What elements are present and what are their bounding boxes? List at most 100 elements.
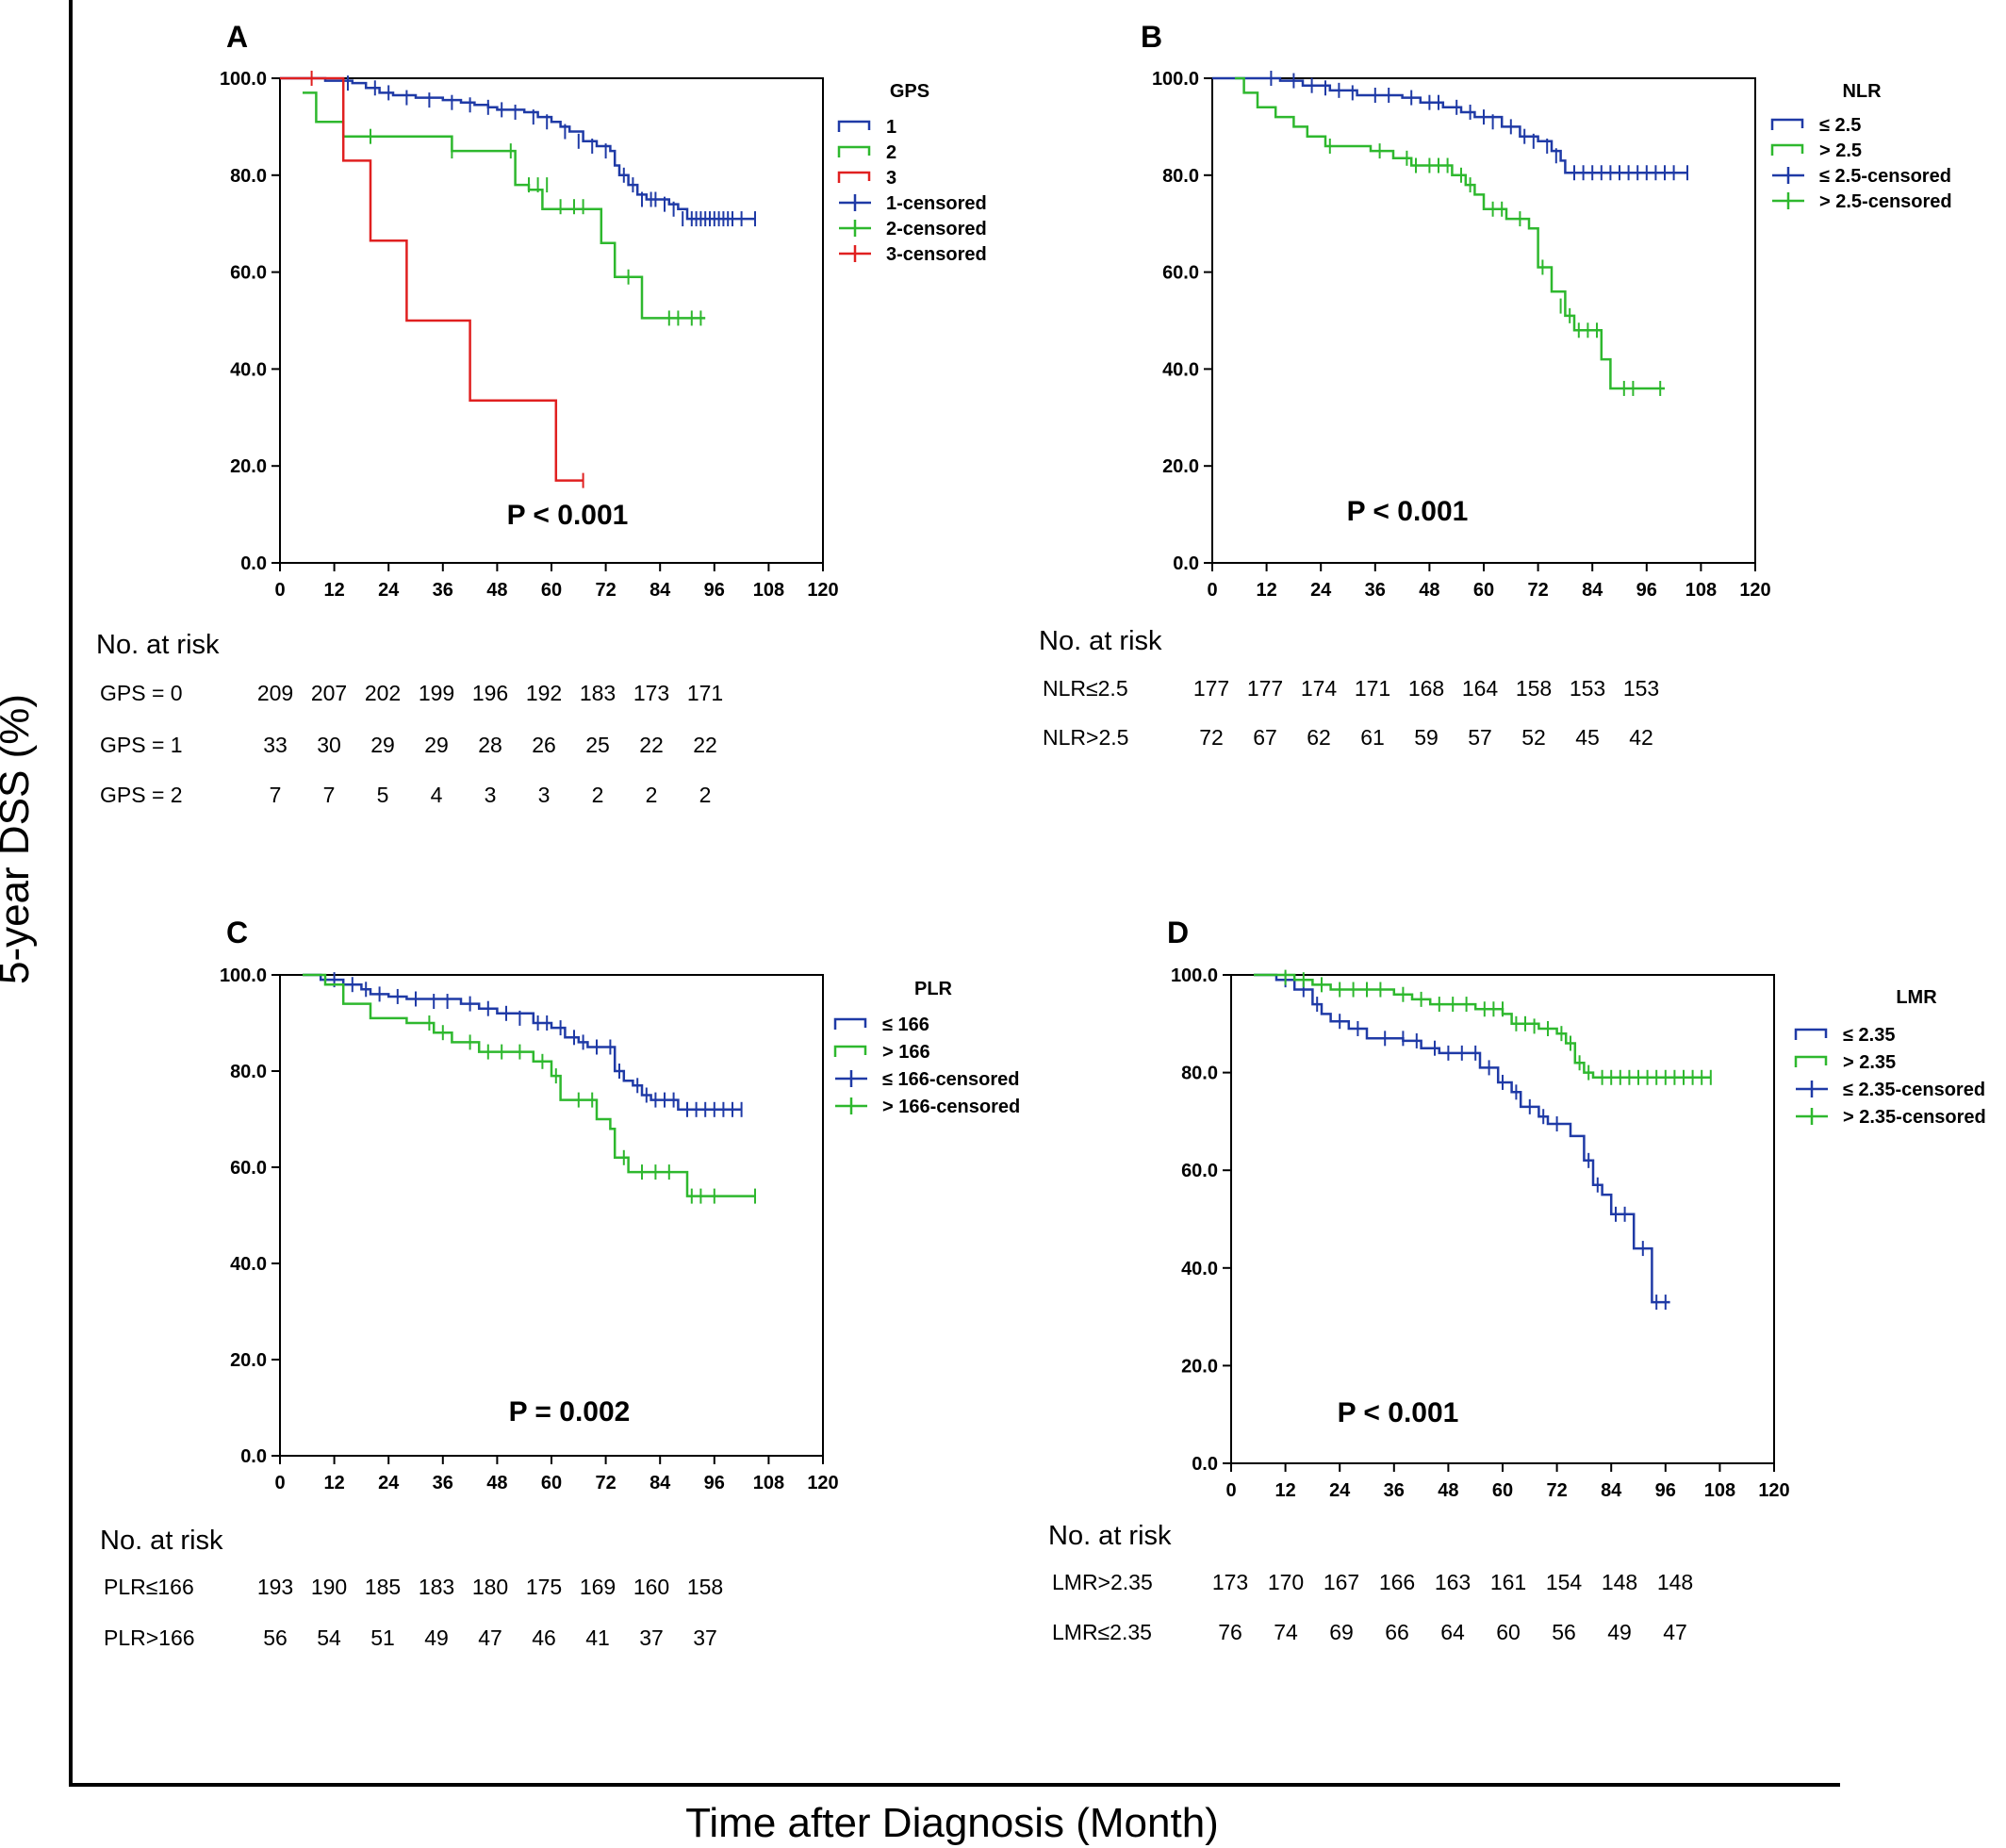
risk-value: 164 bbox=[1462, 676, 1499, 701]
risk-value: 183 bbox=[580, 681, 616, 705]
legend-entry-label: > 2.35 bbox=[1843, 1052, 1896, 1073]
legend-line-symbol bbox=[837, 120, 871, 132]
x-tick-label: 72 bbox=[595, 580, 616, 601]
survival-curve-green bbox=[303, 973, 755, 1197]
panel-letter: D bbox=[1167, 916, 1189, 949]
legend-entry-label: > 2.35-censored bbox=[1843, 1107, 1986, 1128]
legend: NLR ≤ 2.5 > 2.5 ≤ 2.5-censored > 2.5-censore… bbox=[1770, 81, 1952, 212]
y-tick-label: 40.0 bbox=[230, 1254, 267, 1275]
x-tick-label: 60 bbox=[1473, 580, 1494, 601]
risk-value: 174 bbox=[1301, 676, 1338, 701]
legend-entry-label: 2-censored bbox=[886, 219, 987, 239]
panel-b: B 0.0 20.0 40.0 60.0 80.0 100.0 0 12 24 36 48 60 72 84… bbox=[1039, 20, 1952, 750]
x-tick-label: 24 bbox=[378, 580, 400, 601]
risk-row-label: LMR>2.35 bbox=[1052, 1570, 1153, 1594]
y-tick-label: 60.0 bbox=[1162, 263, 1199, 284]
panel-letter: B bbox=[1141, 20, 1162, 54]
plot-area bbox=[279, 974, 824, 1457]
risk-row-label: NLR≤2.5 bbox=[1043, 676, 1128, 701]
legend-title: PLR bbox=[914, 979, 953, 999]
x-tick-label: 120 bbox=[1739, 580, 1770, 601]
y-tick-label: 20.0 bbox=[1162, 456, 1199, 477]
legend-line-symbol bbox=[837, 145, 871, 157]
risk-value: 37 bbox=[639, 1625, 664, 1650]
risk-row-label: GPS = 2 bbox=[100, 783, 183, 807]
risk-value: 45 bbox=[1575, 725, 1600, 750]
x-tick-label: 36 bbox=[1365, 580, 1386, 601]
x-tick-label: 72 bbox=[1546, 1480, 1567, 1501]
risk-value: 33 bbox=[263, 733, 288, 757]
risk-value: 7 bbox=[323, 783, 336, 807]
risk-row-label: LMR≤2.35 bbox=[1052, 1620, 1152, 1644]
risk-value: 2 bbox=[646, 783, 658, 807]
legend-line-symbol bbox=[1794, 1055, 1828, 1067]
y-tick-label: 20.0 bbox=[230, 456, 267, 477]
legend-entry-label: > 2.5 bbox=[1819, 140, 1862, 161]
x-tick-label: 84 bbox=[1601, 1480, 1622, 1501]
x-tick-label: 120 bbox=[807, 580, 838, 601]
risk-value: 153 bbox=[1623, 676, 1659, 701]
p-value: P = 0.002 bbox=[509, 1396, 631, 1427]
x-tick-label: 120 bbox=[1758, 1480, 1789, 1501]
x-tick-label: 36 bbox=[1384, 1480, 1405, 1501]
legend: LMR≤ 2.35 > 2.35 ≤ 2.35-censored > 2.35-cen… bbox=[1794, 987, 1986, 1128]
risk-value: 30 bbox=[317, 733, 341, 757]
x-tick-label: 48 bbox=[486, 1473, 507, 1493]
x-tick-label: 0 bbox=[1207, 580, 1217, 601]
x-tick-label: 12 bbox=[323, 580, 344, 601]
risk-value: 148 bbox=[1657, 1570, 1693, 1594]
risk-value: 153 bbox=[1570, 676, 1605, 701]
x-tick-label: 120 bbox=[807, 1473, 838, 1493]
risk-value: 61 bbox=[1360, 725, 1385, 750]
risk-value: 22 bbox=[693, 733, 717, 757]
risk-value: 161 bbox=[1490, 1570, 1526, 1594]
survival-curve-green bbox=[303, 91, 706, 320]
risk-value: 190 bbox=[311, 1575, 347, 1599]
risk-value: 196 bbox=[472, 681, 508, 705]
risk-row-label: GPS = 1 bbox=[100, 733, 183, 757]
y-tick-label: 80.0 bbox=[230, 166, 267, 187]
risk-value: 64 bbox=[1440, 1620, 1465, 1644]
y-tick-label: 0.0 bbox=[240, 1446, 267, 1467]
legend-title: GPS bbox=[890, 81, 929, 102]
legend-line-symbol bbox=[1770, 118, 1804, 130]
panel-letter: A bbox=[226, 20, 248, 54]
risk-row-label: NLR>2.5 bbox=[1043, 725, 1128, 750]
risk-value: 148 bbox=[1602, 1570, 1637, 1594]
risk-value: 26 bbox=[532, 733, 556, 757]
figure-y-label: 5-year DSS (%) bbox=[0, 694, 38, 984]
legend-entry-label: ≤ 166 bbox=[882, 1015, 929, 1035]
y-tick-label: 60.0 bbox=[1181, 1161, 1218, 1181]
x-tick-label: 108 bbox=[1704, 1480, 1735, 1501]
legend-entry-label: 1-censored bbox=[886, 193, 987, 214]
risk-value: 56 bbox=[1552, 1620, 1576, 1644]
x-tick-label: 48 bbox=[486, 580, 507, 601]
risk-value: 59 bbox=[1414, 725, 1439, 750]
legend-entry-label: ≤ 2.5 bbox=[1819, 115, 1861, 136]
legend: PLR ≤ 166 > 166 ≤ 166-censored > 166-censore… bbox=[833, 979, 1020, 1117]
x-tick-label: 36 bbox=[433, 1473, 453, 1493]
risk-value: 37 bbox=[693, 1625, 717, 1650]
risk-value: 2 bbox=[592, 783, 604, 807]
risk-value: 183 bbox=[419, 1575, 454, 1599]
risk-table: No. at risk GPS = 0 209 207 202 199 196 192 183 1… bbox=[96, 630, 723, 807]
legend-entry-label: ≤ 166-censored bbox=[882, 1069, 1020, 1090]
legend-entry-label: > 2.5-censored bbox=[1819, 191, 1952, 212]
risk-value: 41 bbox=[585, 1625, 610, 1650]
legend-line-symbol bbox=[833, 1045, 867, 1057]
y-tick-label: 80.0 bbox=[230, 1062, 267, 1082]
risk-value: 192 bbox=[526, 681, 562, 705]
p-value: P < 0.001 bbox=[507, 500, 629, 531]
risk-value: 177 bbox=[1193, 676, 1229, 701]
survival-curve-blue bbox=[303, 973, 742, 1112]
legend-title: LMR bbox=[1896, 987, 1937, 1008]
risk-value: 52 bbox=[1521, 725, 1546, 750]
risk-value: 57 bbox=[1468, 725, 1492, 750]
survival-curve-blue bbox=[280, 76, 755, 221]
x-tick-label: 60 bbox=[541, 1473, 562, 1493]
risk-table-title: No. at risk bbox=[1048, 1521, 1172, 1551]
y-tick-label: 80.0 bbox=[1162, 166, 1199, 187]
risk-value: 3 bbox=[538, 783, 551, 807]
